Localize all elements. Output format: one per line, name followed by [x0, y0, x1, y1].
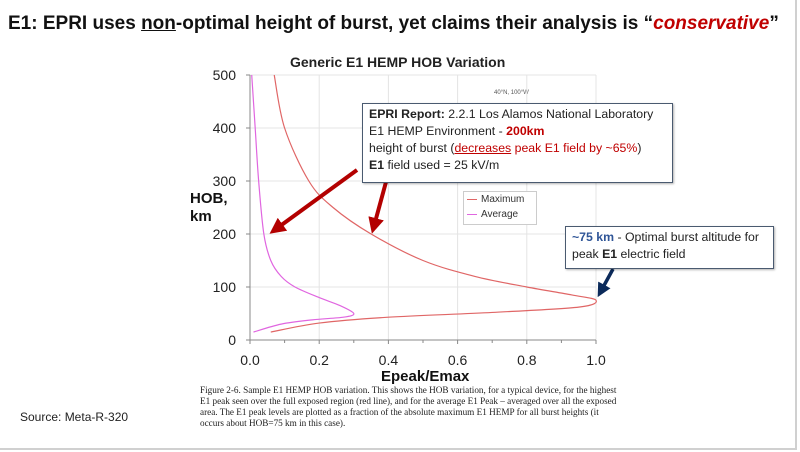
x-tick-label: 0.8: [517, 352, 537, 368]
x-tick-label: 0.4: [378, 352, 399, 368]
chart-annotation: 40°N, 100°W: [494, 90, 529, 96]
y-tick-label: 200: [212, 226, 236, 242]
x-tick-label: 0.2: [309, 352, 329, 368]
arrow-to-average-200km: [269, 168, 359, 234]
series-line-average: [251, 74, 355, 333]
arrow-to-maximum-200km: [368, 181, 388, 234]
legend-item-average: Average: [464, 207, 536, 222]
x-tick-label: 0.6: [447, 352, 468, 368]
y-tick-label: 400: [212, 120, 236, 136]
optimal-callout: ~75 km - Optimal burst altitude for peak…: [565, 226, 774, 269]
x-tick-label: 0.0: [240, 352, 260, 368]
figure-caption: Figure 2-6. Sample E1 HEMP HOB variation…: [200, 385, 617, 428]
y-tick-label: 300: [212, 173, 236, 189]
x-axis-label: Epeak/Emax: [381, 368, 470, 385]
epri-callout: EPRI Report: 2.2.1 Los Alamos National L…: [362, 103, 673, 183]
x-tick-label: 1.0: [586, 352, 606, 368]
source-note: Source: Meta-R-320: [20, 410, 129, 424]
legend-item-maximum: Maximum: [464, 192, 536, 207]
y-tick-label: 500: [212, 67, 236, 83]
slide-title: E1: EPRI uses non-optimal height of burs…: [8, 13, 779, 34]
chart-legend: Maximum Average: [463, 191, 537, 225]
y-tick-label: 100: [212, 279, 236, 295]
y-axis-label: HOB, km: [190, 190, 228, 225]
chart-title: Generic E1 HEMP HOB Variation: [290, 54, 506, 70]
arrow-to-peak-75km: [597, 268, 615, 298]
series-line-maximum: [270, 74, 597, 333]
y-tick-label: 0: [228, 332, 236, 348]
